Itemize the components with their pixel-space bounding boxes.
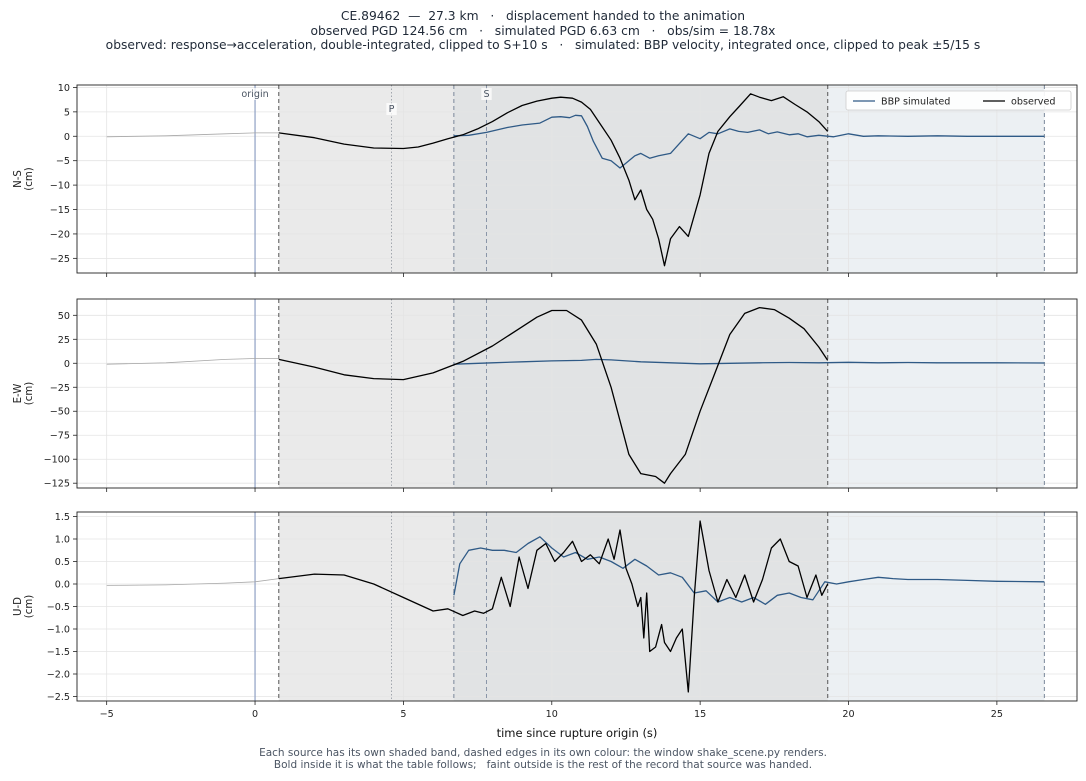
y-tick-label-ew: −75 [50, 431, 70, 442]
marker-label-p: P [389, 104, 395, 115]
x-tick-label: 25 [991, 709, 1003, 720]
marker-label-bg [233, 88, 277, 100]
x-tick-label: 0 [252, 709, 258, 720]
x-tick-label: 10 [546, 709, 558, 720]
y-tick-label-ud: −1.0 [47, 625, 70, 636]
y-tick-label-ud: −2.0 [47, 670, 70, 681]
y-tick-label-ns: 5 [64, 107, 70, 118]
y-tick-label-ns: −15 [50, 205, 70, 216]
x-tick-label: 5 [400, 709, 406, 720]
y-axis-label-ud: U-D [13, 597, 24, 616]
title-line-processing: observed: response→acceleration, double-… [105, 38, 981, 52]
y-tick-label-ud: −1.5 [47, 647, 70, 658]
title-line-pgd: observed PGD 124.56 cm · simulated PGD 6… [310, 23, 776, 38]
observed-trace-ew [278, 306, 829, 484]
y-tick-label-ew: 0 [64, 359, 70, 370]
legend-box [845, 90, 1072, 111]
y-tick-label-ud: −0.5 [47, 602, 70, 613]
x-axis-label: time since rupture origin (s) [497, 726, 658, 740]
footnote-line-2: Bold inside it is what the table follows… [273, 759, 813, 771]
observed-faint-trace-ns [106, 132, 279, 138]
observed-faint-trace-ew [106, 358, 279, 365]
title-line-station: CE.89462 — 27.3 km · displacement handed… [340, 9, 746, 23]
y-tick-label-ud: 1.5 [55, 512, 70, 523]
legend-label-observed: observed [1011, 97, 1055, 108]
footnote: Each source has its own shaded band, das… [0, 747, 1086, 771]
y-tick-label-ud: 1.0 [55, 535, 70, 546]
simulated-trace-ew [453, 358, 1045, 365]
x-tick-label: 20 [842, 709, 854, 720]
observed-window-band-ns [278, 85, 828, 273]
y-tick-label-ud: 0.0 [55, 580, 70, 591]
y-tick-label-ew: 25 [58, 335, 70, 346]
y-axis-label-ns: (cm) [24, 167, 35, 190]
x-tick-label: 15 [694, 709, 706, 720]
x-tick-label: −5 [100, 709, 114, 720]
observed-trace-ns [278, 93, 829, 267]
panel-frame-ew [76, 298, 1078, 489]
y-tick-label-ns: −5 [56, 156, 70, 167]
marker-label-bg [386, 103, 397, 115]
y-tick-label-ns: 0 [64, 132, 70, 143]
y-tick-label-ew: −25 [50, 383, 70, 394]
y-tick-label-ud: −2.5 [47, 692, 70, 703]
y-tick-label-ns: 10 [58, 83, 70, 94]
y-tick-label-ud: 0.5 [55, 557, 70, 568]
observed-trace-ud [278, 520, 829, 693]
observed-faint-trace-ud [106, 578, 279, 586]
observed-window-band-ew [278, 299, 828, 488]
y-tick-label-ew: 50 [58, 311, 70, 322]
y-tick-label-ns: −25 [50, 254, 70, 265]
y-axis-label-ew: E-W [13, 384, 24, 404]
y-tick-label-ew: −125 [44, 479, 70, 490]
marker-label-bg [481, 88, 492, 100]
y-tick-label-ew: −50 [50, 407, 70, 418]
y-axis-label-ns: N-S [13, 170, 24, 188]
chart-title: CE.89462 — 27.3 km · displacement handed… [0, 9, 1086, 53]
footnote-line-1: Each source has its own shaded band, das… [259, 747, 827, 759]
simulated-trace-ns [453, 114, 1045, 169]
y-tick-label-ew: −100 [44, 455, 70, 466]
legend-label-simulated: BBP simulated [881, 97, 950, 108]
y-tick-label-ns: −10 [50, 181, 70, 192]
y-tick-label-ns: −20 [50, 229, 70, 240]
marker-label-s: S [483, 89, 489, 100]
panel-frame-ns [76, 84, 1078, 274]
marker-label-origin: origin [241, 89, 268, 100]
y-axis-label-ew: (cm) [24, 382, 35, 405]
y-axis-label-ud: (cm) [24, 595, 35, 618]
